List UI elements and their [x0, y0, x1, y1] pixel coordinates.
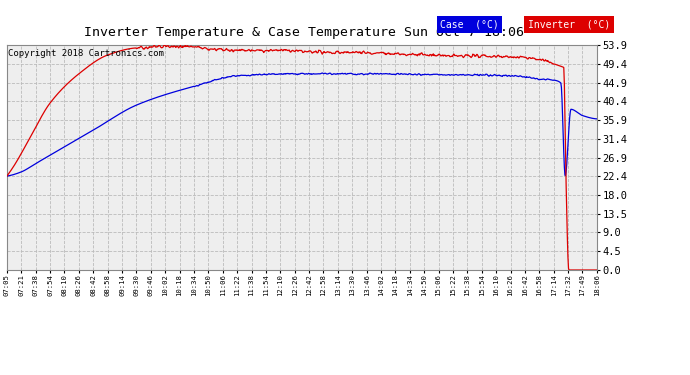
Text: Inverter  (°C): Inverter (°C): [528, 20, 610, 29]
Text: Copyright 2018 Cartronics.com: Copyright 2018 Cartronics.com: [8, 49, 164, 58]
Text: Case  (°C): Case (°C): [440, 20, 499, 29]
Text: Inverter Temperature & Case Temperature Sun Oct 7 18:06: Inverter Temperature & Case Temperature …: [83, 26, 524, 39]
